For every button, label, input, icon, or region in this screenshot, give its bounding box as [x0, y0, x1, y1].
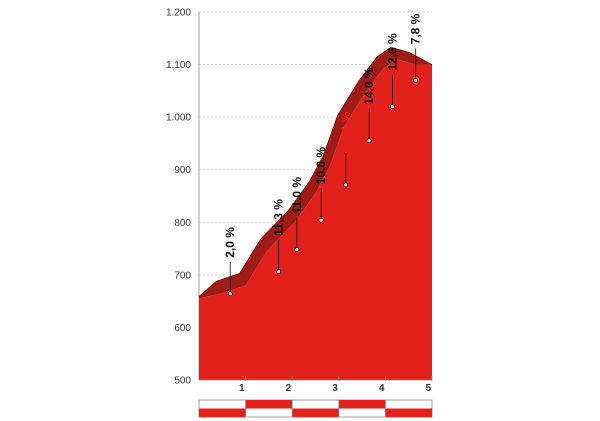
grade-label: 14,0 %	[362, 67, 376, 105]
grade-marker	[413, 77, 419, 83]
grade-marker	[389, 104, 395, 110]
kilometer-bar	[198, 399, 433, 418]
y-tick-label: 800	[174, 218, 191, 229]
grade-label: 11,0 %	[290, 177, 304, 214]
grade-label: 12,6 %	[385, 33, 399, 71]
grade-label: 18,0 %	[339, 111, 353, 149]
y-tick-label: 700	[174, 270, 191, 281]
x-tick-label: 4	[379, 383, 385, 394]
y-tick-label: 1.100	[166, 60, 191, 71]
y-axis-ticks: 500 600 700 800 900 1.000 1.100 1.200	[166, 8, 191, 387]
km-bar-block	[245, 400, 293, 409]
grade-marker	[227, 291, 233, 297]
profile-area-layer	[198, 46, 433, 381]
grade-label: 11,3 %	[272, 199, 286, 236]
y-tick-label: 900	[174, 165, 191, 176]
y-tick-label: 1.000	[166, 113, 191, 124]
x-axis-ticks: 1 2 3 4 5	[199, 376, 433, 394]
y-tick-label: 600	[174, 323, 191, 334]
km-bar-block	[385, 408, 432, 417]
grade-marker	[294, 247, 300, 253]
km-bar-block	[338, 400, 386, 409]
y-tick-label: 1.200	[166, 8, 191, 19]
grade-marker	[276, 269, 282, 275]
km-bar-block	[199, 408, 246, 417]
x-tick-label: 3	[332, 383, 338, 394]
x-tick-label: 2	[286, 383, 292, 394]
grade-label: 2,0 %	[223, 227, 237, 258]
profile-top-edge	[198, 46, 433, 297]
x-tick-label: 5	[425, 383, 431, 394]
grade-marker	[366, 138, 372, 144]
profile-ridge	[199, 47, 432, 299]
grade-marker	[318, 217, 324, 223]
x-tick-label: 1	[239, 383, 245, 394]
grade-marker	[343, 182, 349, 188]
km-bar-block	[292, 408, 339, 417]
grade-labels: 2,0 % 11,3 % 11,0 % 10,0 % 18,0 % 14,0 % 12,6 …	[223, 13, 423, 297]
grade-label: 10,0 %	[314, 146, 328, 184]
y-tick-label: 500	[174, 376, 191, 387]
profile-area	[199, 59, 432, 381]
grade-label: 7,8 %	[409, 13, 423, 44]
